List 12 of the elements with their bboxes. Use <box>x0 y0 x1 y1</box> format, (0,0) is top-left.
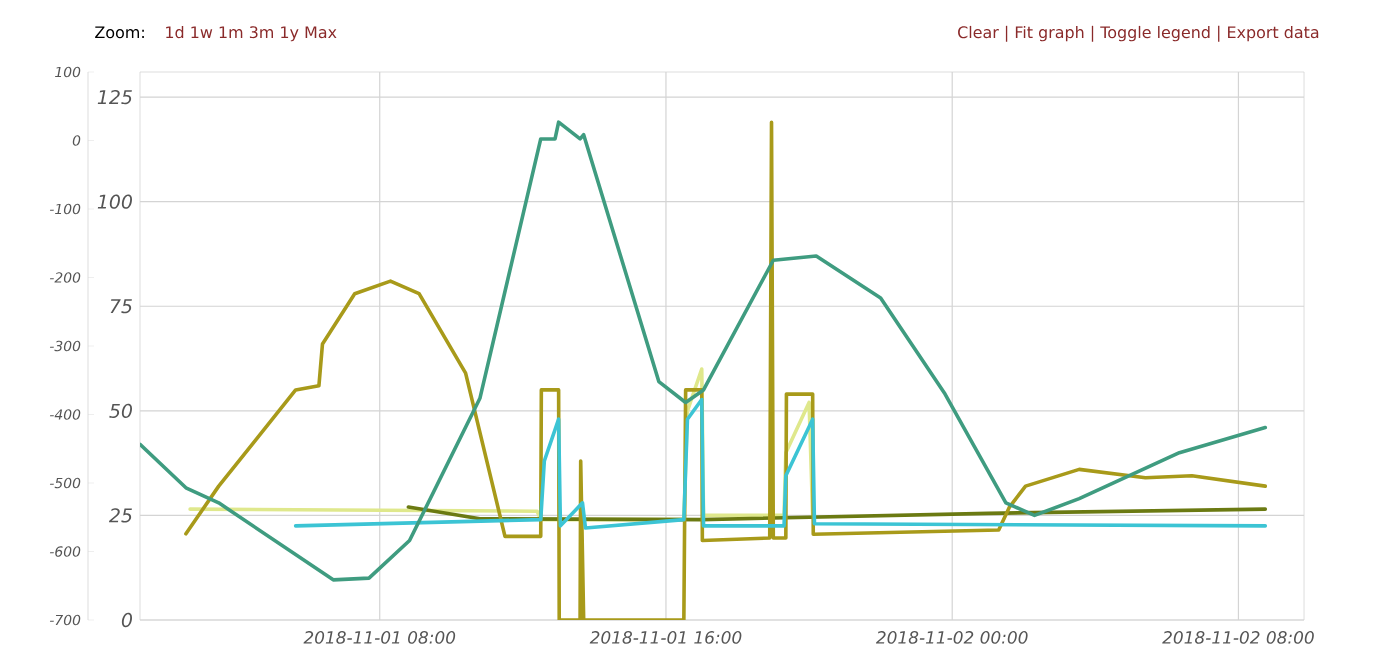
x-tick-label: 2018-11-02 08:00 <box>1162 631 1314 644</box>
y-tick-label: 75 <box>110 299 132 314</box>
x-tick-label: 2018-11-01 08:00 <box>303 631 456 644</box>
y-tick-label: 125 <box>97 89 132 105</box>
y-tick-label: 100 <box>97 194 133 209</box>
line-series <box>293 397 1268 530</box>
y-tick-label: 25 <box>108 508 132 523</box>
y-tick-label: 0 <box>121 612 133 628</box>
x-tick-label: 2018-11-02 00:00 <box>875 631 1028 644</box>
x-tick-label: 2018-11-01 16:00 <box>589 631 742 644</box>
line-series <box>406 505 1268 522</box>
y-tick-label: 50 <box>109 403 133 419</box>
